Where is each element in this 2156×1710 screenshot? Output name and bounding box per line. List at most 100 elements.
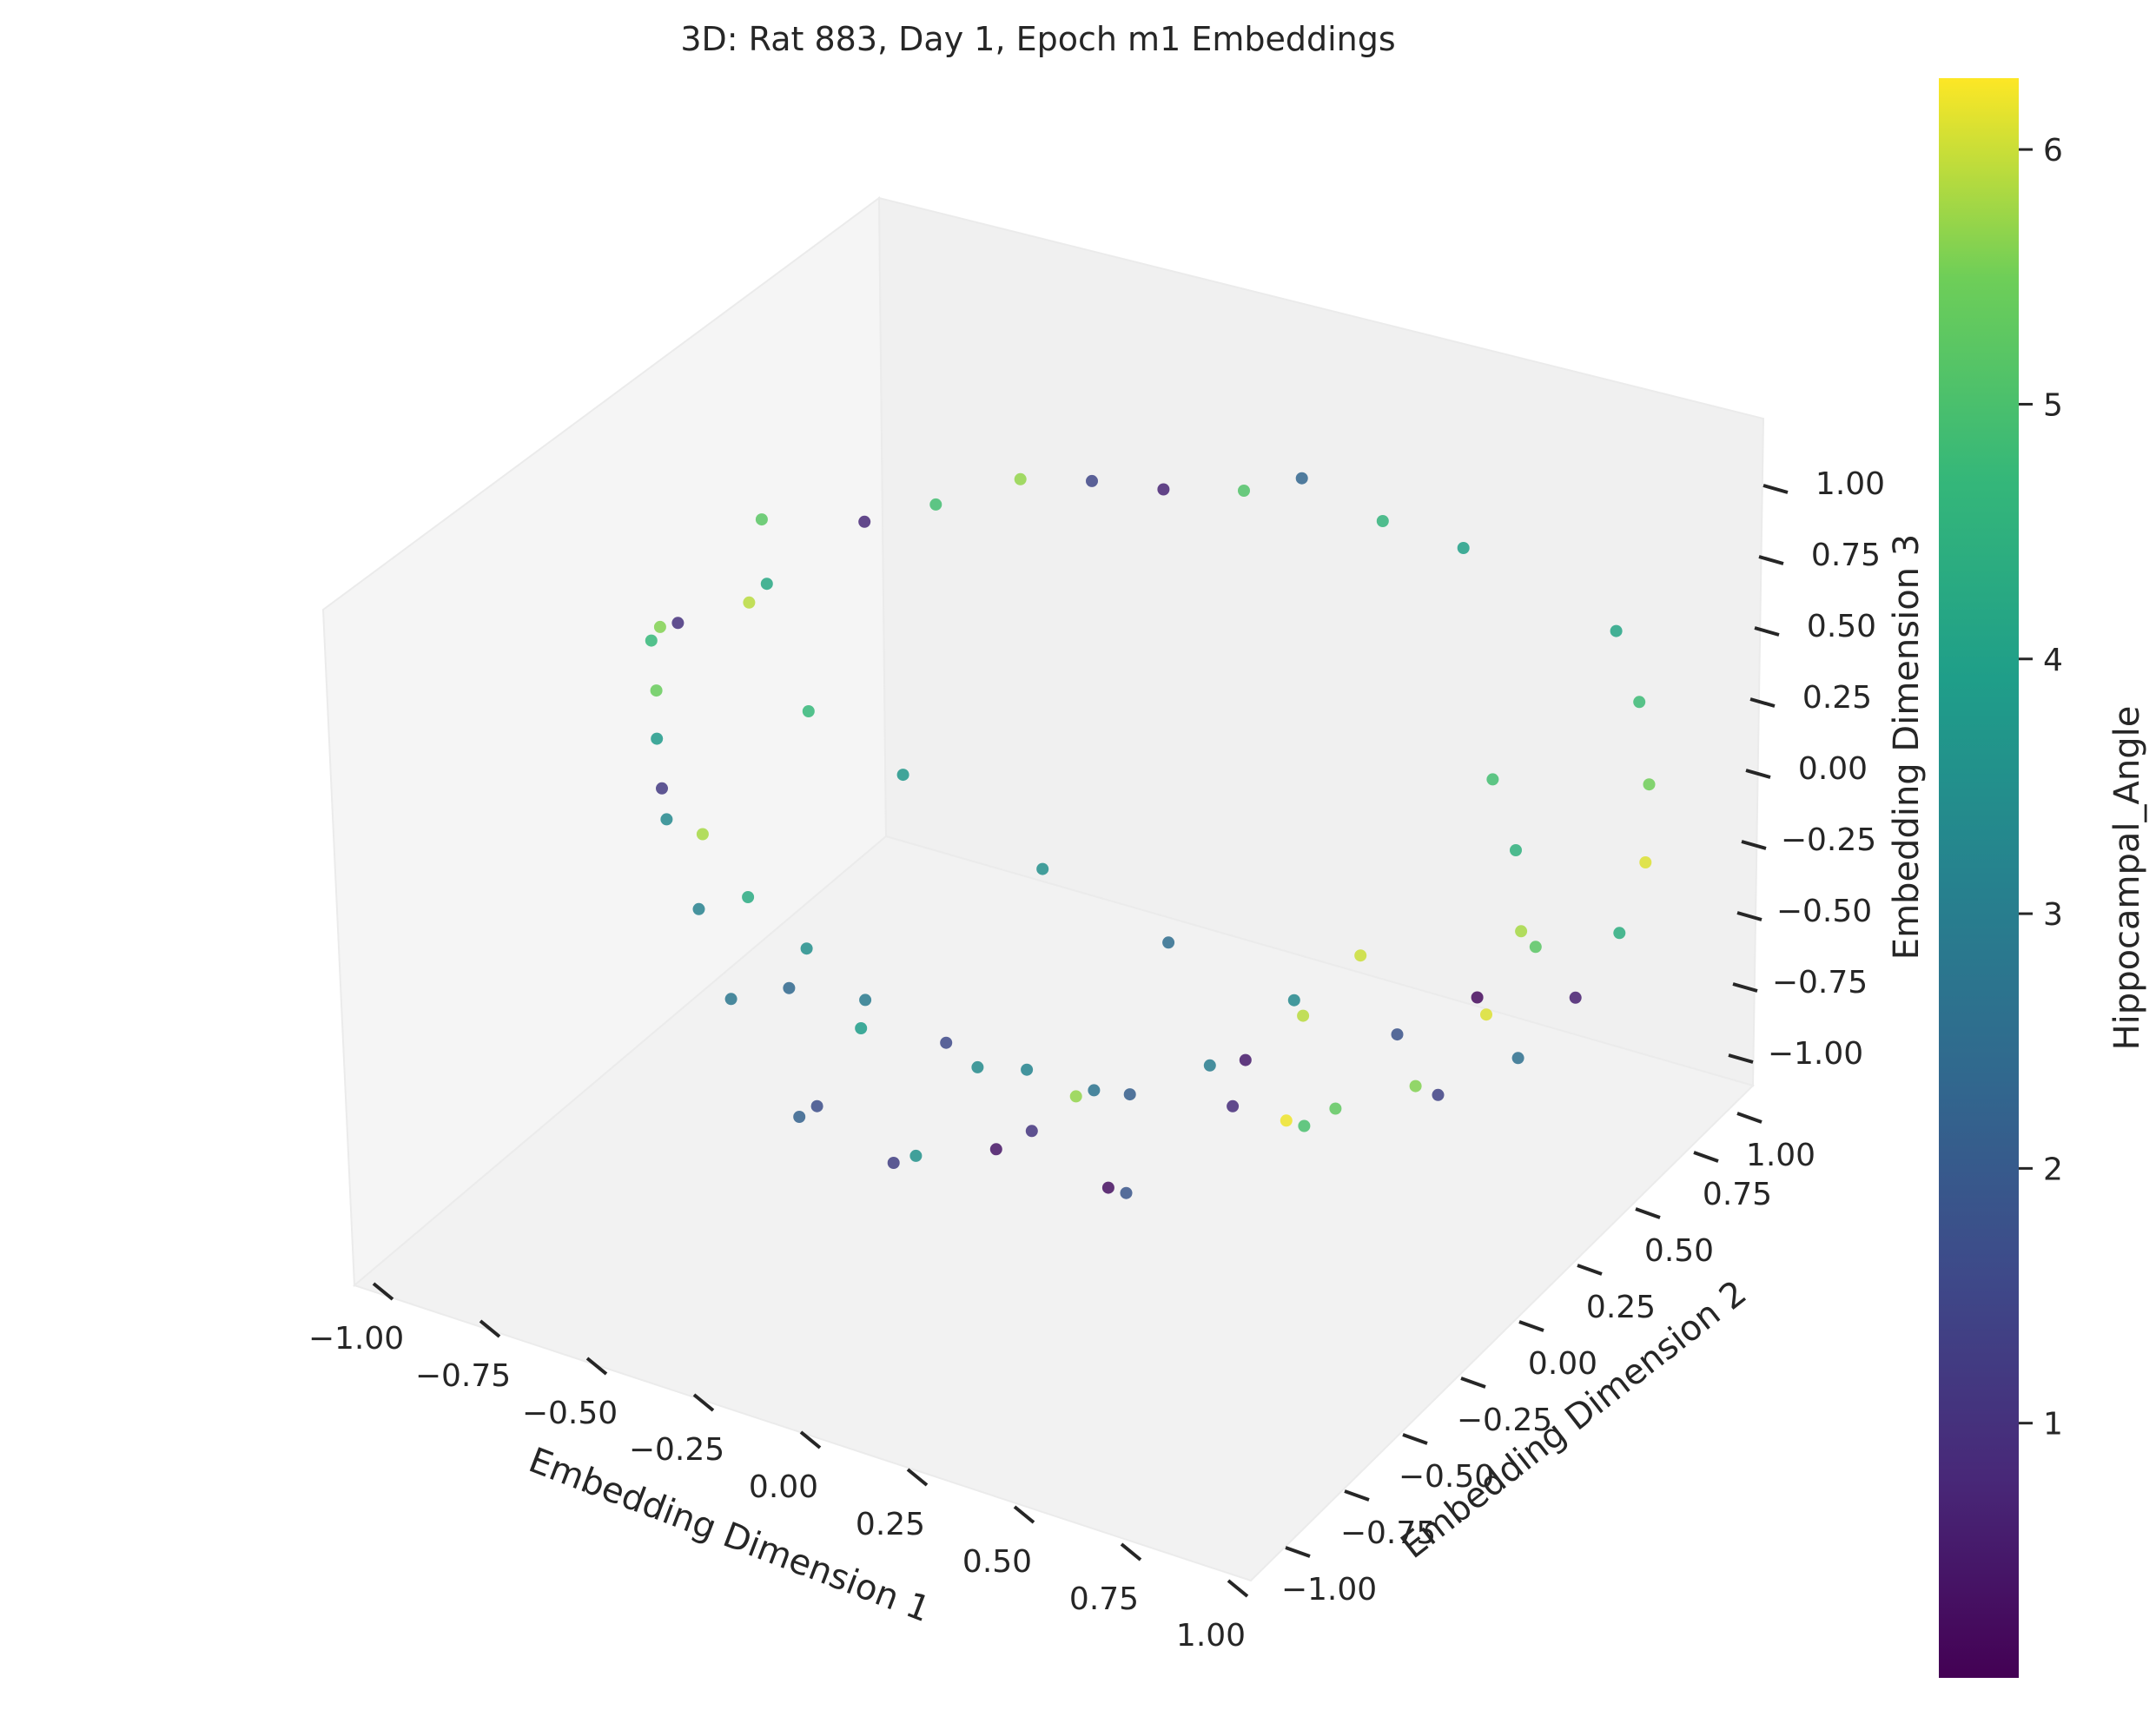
scatter-point (909, 1149, 923, 1162)
scatter-point (1069, 1090, 1082, 1103)
y-tick-mark (1402, 1433, 1428, 1445)
scatter-point (1391, 1028, 1404, 1041)
scatter-point (1471, 991, 1484, 1004)
x-tick-label: −0.25 (629, 1432, 724, 1468)
scatter-point (1287, 994, 1300, 1007)
scatter-point (1297, 1009, 1310, 1022)
scatter-point (1101, 1181, 1114, 1194)
x-tick-label: −1.00 (308, 1321, 404, 1357)
colorbar-tick-label: 2 (2043, 1152, 2063, 1187)
y-tick-mark (1693, 1151, 1719, 1163)
z-axis-label: Embedding Dimension 3 (1887, 534, 1927, 960)
scatter-point (650, 684, 663, 697)
scatter-point (971, 1060, 984, 1073)
scatter-point (1515, 925, 1528, 938)
scatter-point (671, 617, 684, 630)
y-tick-mark (1285, 1546, 1311, 1558)
scatter-point (1088, 1084, 1101, 1097)
y-tick-mark (1577, 1264, 1603, 1276)
scatter-point (651, 732, 664, 745)
scatter-point (1457, 542, 1470, 554)
z-tick-mark (1745, 769, 1771, 779)
scatter-point (1280, 1114, 1293, 1127)
scatter-point (887, 1157, 900, 1169)
z-tick-mark (1728, 1053, 1754, 1064)
z-tick-mark (1762, 484, 1789, 494)
z-tick-label: −0.50 (1776, 894, 1872, 929)
chart-title: 3D: Rat 883, Day 1, Epoch m1 Embeddings (680, 20, 1395, 58)
x-tick-label: 0.00 (749, 1469, 818, 1505)
scatter-point (1480, 1008, 1492, 1021)
floor-pane (352, 835, 1755, 1582)
scatter-point (1409, 1079, 1422, 1093)
scatter-point (1643, 778, 1656, 791)
y-tick-label: 0.25 (1586, 1290, 1656, 1325)
scatter-point (989, 1143, 1002, 1156)
y-tick-label: 0.75 (1703, 1177, 1772, 1212)
x-tick-mark (906, 1468, 929, 1487)
scatter-point (783, 981, 796, 994)
z-tick-mark (1754, 626, 1780, 637)
colorbar-tick-label: 4 (2043, 643, 2063, 678)
scatter-point (855, 1022, 868, 1034)
scatter-point (1157, 483, 1170, 496)
z-tick-mark (1741, 840, 1767, 850)
x-tick-mark (479, 1319, 501, 1338)
colorbar-tick-label: 3 (2043, 897, 2063, 933)
y-tick-label: 0.50 (1644, 1233, 1714, 1269)
colorbar-tick-label: 1 (2043, 1407, 2063, 1443)
z-tick-mark (1732, 982, 1758, 993)
z-tick-label: 0.50 (1807, 609, 1876, 644)
colorbar (1939, 78, 2019, 1678)
scatter-point (1162, 936, 1175, 949)
z-tick-label: 0.00 (1798, 751, 1868, 787)
z-tick-label: −0.75 (1772, 965, 1868, 1000)
x-axis-ticks: −1.00 −0.75 −0.50 −0.25 0.00 0.25 0.50 0.75 1.00 (308, 1282, 1249, 1654)
scatter-point (1432, 1088, 1445, 1101)
scatter-point (1086, 474, 1098, 487)
y-tick-mark (1460, 1377, 1486, 1389)
scatter-points (645, 472, 1656, 1199)
scatter-point (1376, 515, 1389, 527)
scatter-point (1238, 485, 1250, 497)
scatter-point (1227, 1099, 1240, 1112)
y-tick-label: −0.25 (1457, 1403, 1552, 1438)
colorbar-tick-label: 5 (2043, 387, 2063, 423)
x-tick-label: −0.75 (415, 1358, 511, 1394)
x-tick-mark (799, 1430, 822, 1449)
y-tick-mark (1736, 1112, 1762, 1124)
scatter-point (1486, 773, 1499, 786)
scatter-point (859, 994, 872, 1007)
scatter-point (1239, 1053, 1252, 1066)
x-tick-mark (1013, 1505, 1035, 1524)
z-tick-mark (1736, 911, 1762, 921)
x-tick-label: 0.75 (1069, 1581, 1139, 1617)
scatter-point (940, 1036, 953, 1049)
colorbar-tick-label: 6 (2043, 133, 2063, 168)
y-tick-label: 1.00 (1746, 1138, 1815, 1173)
scatter-point (742, 891, 755, 903)
y-tick-label: −0.50 (1399, 1459, 1494, 1495)
scatter-point (696, 828, 709, 841)
scatter-point (1613, 927, 1626, 940)
x-tick-label: 1.00 (1176, 1618, 1246, 1654)
scatter-point (1014, 472, 1027, 485)
z-tick-label: −0.25 (1781, 822, 1876, 858)
x-tick-label: 0.25 (856, 1507, 925, 1542)
z-tick-mark (1749, 697, 1776, 708)
scatter-point (1025, 1125, 1038, 1138)
scatter-point (1329, 1102, 1342, 1115)
scatter-point (743, 596, 756, 609)
scatter-point (800, 942, 813, 955)
x-tick-mark (372, 1282, 394, 1301)
scatter-point (802, 705, 815, 717)
scatter-point (1203, 1059, 1216, 1072)
x-tick-mark (585, 1357, 608, 1376)
z-tick-label: −1.00 (1768, 1036, 1863, 1072)
scatter-point (896, 769, 909, 782)
scatter-point (1569, 991, 1582, 1004)
scatter-point (1354, 949, 1367, 962)
x-tick-mark (1120, 1542, 1142, 1561)
